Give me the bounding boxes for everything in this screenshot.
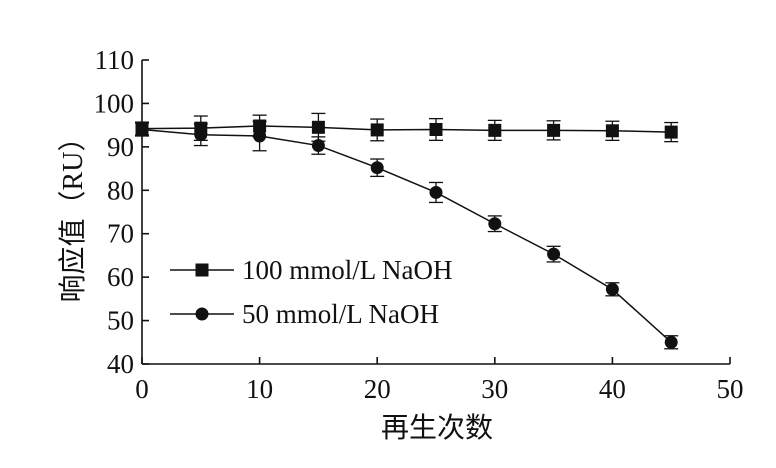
data-point (135, 122, 149, 136)
x-tick-label: 40 (599, 374, 626, 404)
x-tick-label: 30 (481, 374, 508, 404)
data-point (488, 217, 502, 231)
y-axis-title: 响应值（RU） (57, 124, 89, 303)
legend-marker (195, 307, 209, 321)
data-point (547, 247, 561, 261)
data-point (605, 282, 619, 296)
y-tick-label: 80 (107, 175, 134, 205)
data-point (605, 124, 619, 138)
x-tick-label: 10 (246, 374, 273, 404)
axes: 0 10 20 30 40 50 40 50 60 70 80 90 100 110 (94, 45, 744, 404)
legend-marker (195, 263, 209, 277)
data-point (547, 123, 561, 137)
data-point (311, 139, 325, 153)
data-point (370, 161, 384, 175)
data-point (664, 125, 678, 139)
y-tick-label: 100 (94, 88, 135, 118)
data-point (488, 123, 502, 137)
data-point (429, 185, 443, 199)
series-line (141, 128, 672, 343)
series-square (135, 112, 679, 143)
x-tick-label: 50 (717, 374, 744, 404)
data-point (664, 335, 678, 349)
y-tick-label: 60 (107, 262, 134, 292)
x-tick-label: 20 (364, 374, 391, 404)
y-tick-label: 110 (95, 45, 135, 75)
series-layer (135, 112, 679, 350)
x-axis-title: 再生次数 (381, 412, 493, 444)
legend-label: 100 mmol/L NaOH (242, 255, 452, 285)
x-tick-label: 0 (135, 374, 149, 404)
data-point (194, 128, 208, 142)
data-point (429, 122, 443, 136)
legend: 100 mmol/L NaOH 50 mmol/L NaOH (170, 255, 452, 329)
series-circle (135, 120, 679, 350)
data-point (253, 129, 267, 143)
y-tick-label: 90 (107, 132, 134, 162)
y-tick-label: 50 (107, 306, 134, 336)
data-point (311, 120, 325, 134)
legend-label: 50 mmol/L NaOH (242, 299, 439, 329)
data-point (370, 123, 384, 137)
y-tick-label: 40 (107, 349, 134, 379)
legend-item: 50 mmol/L NaOH (170, 299, 439, 329)
legend-item: 100 mmol/L NaOH (170, 255, 452, 285)
y-tick-label: 70 (107, 219, 134, 249)
series-line (141, 125, 672, 133)
